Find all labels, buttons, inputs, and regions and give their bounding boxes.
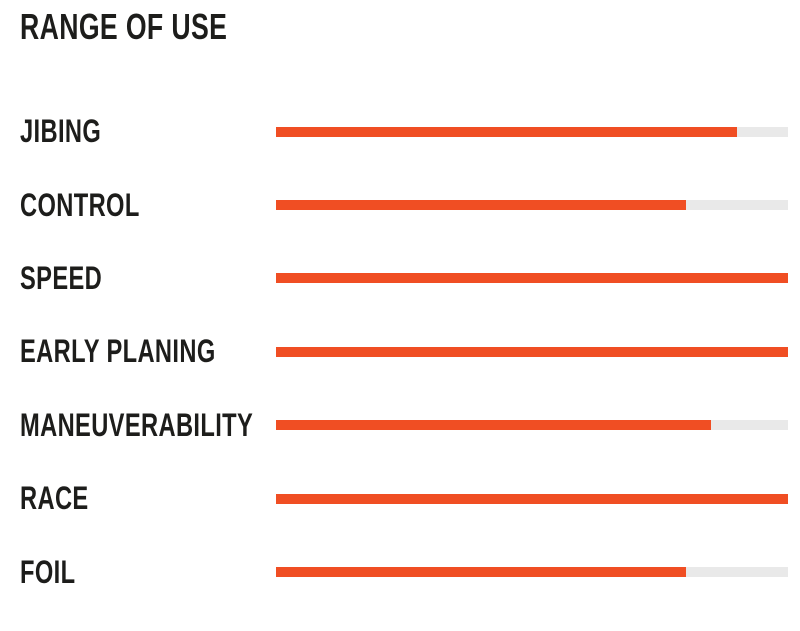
chart-row-race: RACE <box>20 462 788 535</box>
bar-fill <box>276 493 788 504</box>
chart-row-foil: FOIL <box>20 535 788 608</box>
bar-fill <box>276 420 712 431</box>
bar-fill <box>276 346 788 357</box>
bar-track <box>276 346 788 357</box>
row-label: EARLY PLANING <box>20 333 216 370</box>
row-label: JIBING <box>20 113 102 150</box>
bar-fill <box>276 126 737 137</box>
chart-row-early-planing: EARLY PLANING <box>20 315 788 388</box>
bar-fill <box>276 567 686 578</box>
row-label: SPEED <box>20 259 103 296</box>
chart-title: RANGE OF USE <box>20 6 228 47</box>
row-label: CONTROL <box>20 186 140 223</box>
row-label: MANEUVERABILITY <box>20 406 254 443</box>
bar-track <box>276 420 788 431</box>
bar-track <box>276 200 788 211</box>
chart-row-jibing: JIBING <box>20 95 788 168</box>
row-label: RACE <box>20 480 89 517</box>
bar-track <box>276 493 788 504</box>
bar-track <box>276 126 788 137</box>
chart-row-maneuverability: MANEUVERABILITY <box>20 389 788 462</box>
bar-track <box>276 273 788 284</box>
chart-rows: JIBING CONTROL SPEED EARLY PLANING MANEU <box>20 95 788 609</box>
bar-fill <box>276 200 686 211</box>
bar-fill <box>276 273 788 284</box>
row-label: FOIL <box>20 553 76 590</box>
bar-track <box>276 567 788 578</box>
chart-row-control: CONTROL <box>20 168 788 241</box>
chart-row-speed: SPEED <box>20 242 788 315</box>
